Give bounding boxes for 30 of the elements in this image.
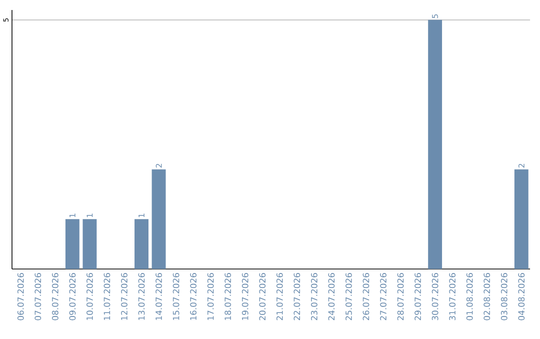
x-tick-label: 13.07.2026 <box>138 273 145 320</box>
x-tick-label: 30.07.2026 <box>432 273 438 320</box>
x-tick-label: 06.07.2026 <box>17 273 24 320</box>
x-tick-label: 12.07.2026 <box>121 273 128 320</box>
x-tick-label: 04.08.2026 <box>518 273 525 320</box>
x-tick-label: 09.07.2026 <box>69 273 76 320</box>
x-tick-label: 28.07.2026 <box>397 273 404 320</box>
x-tick-label: 07.07.2026 <box>34 273 42 320</box>
x-tick-label: 18.07.2026 <box>224 273 232 320</box>
x-tick-label: 24.07.2026 <box>328 273 335 320</box>
x-tick-label: 23.07.2026 <box>310 273 318 320</box>
x-tick-label: 15.07.2026 <box>172 273 180 320</box>
x-tick-label: 29.07.2026 <box>414 273 421 320</box>
x-tick-label: 08.07.2026 <box>52 273 58 320</box>
x-tick-label: 27.07.2026 <box>380 273 386 320</box>
x-tick-label: 11.07.2026 <box>104 273 110 320</box>
x-tick-label: 20.07.2026 <box>259 273 266 320</box>
x-tick-label: 31.07.2026 <box>449 273 456 320</box>
x-tick-label: 10.07.2026 <box>86 273 93 320</box>
x-tick-label: 16.07.2026 <box>190 273 196 320</box>
x-tick-label: 03.08.2026 <box>500 273 508 320</box>
x-tick-label: 26.07.2026 <box>362 273 370 320</box>
x-tick-label: 22.07.2026 <box>294 273 300 320</box>
x-tick-label: 17.07.2026 <box>207 273 214 320</box>
x-tick-label: 19.07.2026 <box>242 273 248 320</box>
x-tick-label: 02.08.2026 <box>484 273 490 320</box>
x-tick-label: 14.07.2026 <box>156 273 162 320</box>
x-tick-label: 01.08.2026 <box>466 273 473 320</box>
x-tick-label: 25.07.2026 <box>346 273 352 320</box>
x-tick-label: 21.07.2026 <box>276 273 283 320</box>
